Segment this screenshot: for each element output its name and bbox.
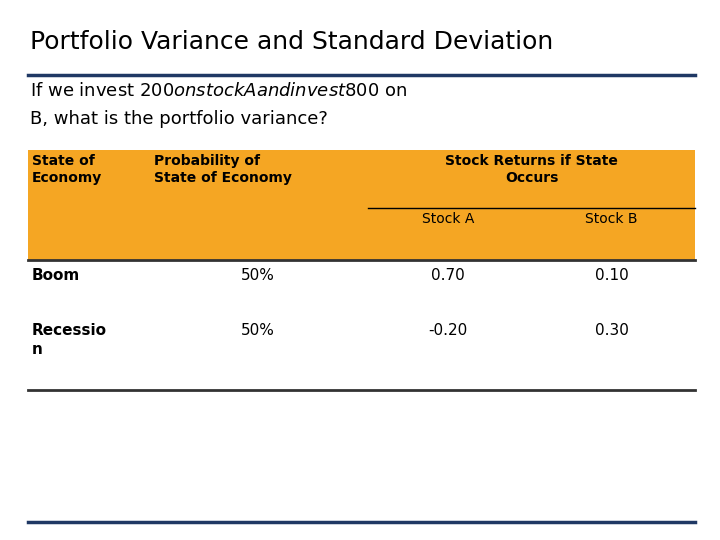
Text: State of
Economy: State of Economy bbox=[32, 154, 102, 185]
Text: Stock Returns if State
Occurs: Stock Returns if State Occurs bbox=[445, 154, 618, 185]
Text: 0.10: 0.10 bbox=[595, 268, 629, 283]
Text: Stock A: Stock A bbox=[422, 212, 474, 226]
Text: Recessio
n: Recessio n bbox=[32, 323, 107, 356]
Text: Probability of
State of Economy: Probability of State of Economy bbox=[154, 154, 292, 185]
Bar bbox=[28, 150, 695, 260]
Text: 0.70: 0.70 bbox=[431, 268, 465, 283]
Text: Boom: Boom bbox=[32, 268, 80, 283]
Text: Portfolio Variance and Standard Deviation: Portfolio Variance and Standard Deviatio… bbox=[30, 30, 553, 54]
Text: 50%: 50% bbox=[241, 323, 275, 338]
Text: B, what is the portfolio variance?: B, what is the portfolio variance? bbox=[30, 110, 328, 128]
Text: -0.20: -0.20 bbox=[428, 323, 467, 338]
Text: Stock B: Stock B bbox=[585, 212, 638, 226]
Text: If we invest $200 on stock A and invest $800 on: If we invest $200 on stock A and invest … bbox=[30, 82, 408, 100]
Text: 0.30: 0.30 bbox=[595, 323, 629, 338]
Text: 50%: 50% bbox=[241, 268, 275, 283]
